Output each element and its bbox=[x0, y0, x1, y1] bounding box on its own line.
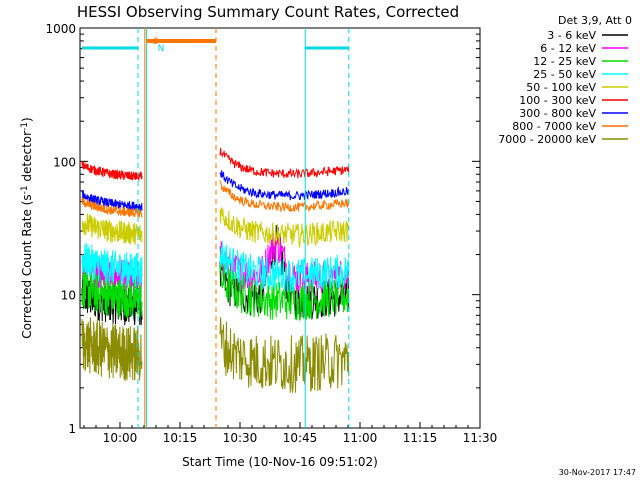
x-tick-label: 11:30 bbox=[463, 431, 498, 445]
cyan-n-label: N bbox=[158, 44, 165, 54]
y-tick-label: 1000 bbox=[45, 22, 76, 36]
y-axis-label: Corrected Count Rate (s-1 detector-1) bbox=[20, 117, 34, 338]
series-line bbox=[81, 241, 350, 293]
legend-entry-label: 3 - 6 keV bbox=[547, 29, 596, 42]
orange-s-label: S bbox=[153, 37, 159, 47]
series-line bbox=[81, 147, 350, 181]
x-tick-label: 10:00 bbox=[103, 431, 138, 445]
series-line bbox=[81, 207, 350, 249]
chart-title: HESSI Observing Summary Count Rates, Cor… bbox=[77, 3, 459, 21]
axis-ticks: 10:00 10:15 10:30 10:45 11:00 11:15 11:30 1 10 10… bbox=[45, 22, 497, 445]
x-tick-label: 10:30 bbox=[223, 431, 258, 445]
x-tick-label: 10:45 bbox=[283, 431, 318, 445]
y-tick-label: 1 bbox=[68, 422, 76, 436]
legend-entry-label: 50 - 100 keV bbox=[526, 81, 596, 94]
x-axis-label: Start Time (10-Nov-16 09:51:02) bbox=[182, 455, 378, 469]
legend-entry-label: 25 - 50 keV bbox=[533, 68, 596, 81]
series-line bbox=[81, 180, 350, 218]
legend-entry-label: 300 - 800 keV bbox=[519, 107, 596, 120]
x-tick-label: 11:00 bbox=[343, 431, 378, 445]
legend-entry-label: 6 - 12 keV bbox=[540, 42, 596, 55]
legend-entry-label: 800 - 7000 keV bbox=[512, 120, 596, 133]
x-tick-label: 11:15 bbox=[403, 431, 438, 445]
legend-header: Det 3,9, Att 0 bbox=[558, 14, 632, 27]
y-tick-label: 10 bbox=[61, 289, 76, 303]
markers-layer bbox=[82, 28, 350, 428]
x-tick-label: 10:15 bbox=[163, 431, 198, 445]
y-tick-label: 100 bbox=[53, 155, 76, 169]
series-layer bbox=[81, 147, 350, 393]
legend-entry-label: 7000 - 20000 keV bbox=[498, 133, 596, 146]
plot-frame bbox=[79, 27, 481, 429]
legend-entry-label: 12 - 25 keV bbox=[533, 55, 596, 68]
footer-date: 30-Nov-2017 17:47 bbox=[559, 468, 636, 477]
series-line bbox=[81, 317, 350, 393]
series-line bbox=[81, 170, 350, 212]
legend-entry-label: 100 - 300 keV bbox=[519, 94, 596, 107]
